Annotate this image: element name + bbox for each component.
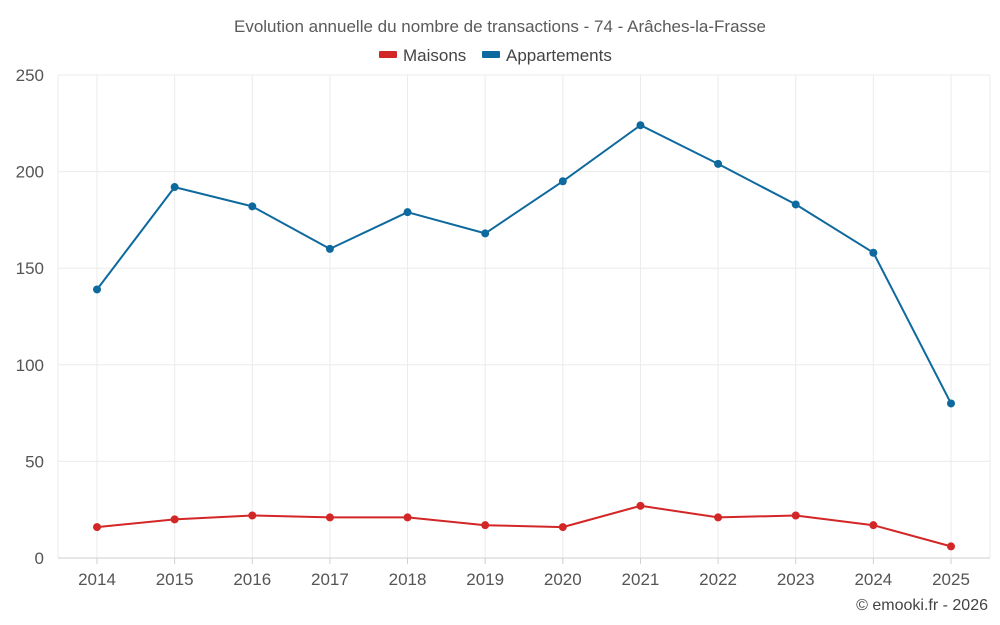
x-axis: 2014 2015 2016 2017 2018 2019 2020 2021 2022 2023… (78, 558, 970, 589)
x-tick-label: 2024 (854, 570, 892, 589)
series-line-maisons (96, 504, 952, 548)
data-point-maisons-2017[interactable]: Maisons 2017: 21 (325, 513, 334, 522)
data-point-appartements-2024[interactable]: Appartements 2024: 158 (869, 248, 878, 257)
data-point-appartements-2023[interactable]: Appartements 2023: 183 (791, 200, 800, 209)
data-point-maisons-2016[interactable]: Maisons 2016: 22 (248, 511, 257, 520)
x-tick-label: 2025 (932, 570, 970, 589)
legend-item-maisons[interactable]: Maisons (379, 46, 466, 65)
x-tick-label: 2023 (777, 570, 815, 589)
grid (57, 74, 991, 559)
y-tick-label: 0 (35, 549, 44, 568)
data-point-appartements-2018[interactable]: Appartements 2018: 179 (403, 208, 412, 217)
data-point-appartements-2015[interactable]: Appartements 2015: 192 (170, 183, 179, 192)
x-tick-label: 2020 (544, 570, 582, 589)
data-point-maisons-2024[interactable]: Maisons 2024: 17 (869, 521, 878, 530)
y-tick-label: 150 (16, 259, 44, 278)
x-tick-label: 2015 (156, 570, 194, 589)
legend-item-appartements[interactable]: Appartements (482, 46, 612, 65)
data-point-appartements-2014[interactable]: Appartements 2014: 139 (93, 285, 101, 294)
data-point-maisons-2018[interactable]: Maisons 2018: 21 (403, 513, 412, 522)
data-point-maisons-2025[interactable]: Maisons 2025: 6 (947, 542, 955, 551)
series-maisons: Maisons 2014: 16 Maisons 2015: 20 Maisons … (93, 501, 955, 551)
x-tick-label: 2017 (311, 570, 349, 589)
data-point-maisons-2019[interactable]: Maisons 2019: 17 (481, 521, 490, 530)
x-tick-label: 2018 (389, 570, 427, 589)
data-point-maisons-2023[interactable]: Maisons 2023: 22 (791, 511, 800, 520)
data-point-maisons-2021[interactable]: Maisons 2021: 27 (636, 501, 645, 510)
x-tick-label: 2019 (466, 570, 504, 589)
x-tick-label: 2021 (622, 570, 660, 589)
data-point-maisons-2014[interactable]: Maisons 2014: 16 (93, 523, 101, 532)
y-tick-label: 50 (25, 452, 44, 471)
y-tick-label: 200 (16, 163, 44, 182)
data-point-maisons-2022[interactable]: Maisons 2022: 21 (714, 513, 723, 522)
data-point-maisons-2015[interactable]: Maisons 2015: 20 (170, 515, 179, 524)
plot-area: Maisons 2014: 16 Maisons 2015: 20 Maisons … (93, 121, 955, 551)
data-point-appartements-2017[interactable]: Appartements 2017: 160 (325, 244, 334, 253)
credit-text: © emooki.fr - 2026 (856, 597, 988, 614)
data-point-appartements-2020[interactable]: Appartements 2020: 195 (558, 177, 567, 186)
y-tick-label: 100 (16, 356, 44, 375)
series-line-appartements (96, 124, 952, 405)
data-point-appartements-2016[interactable]: Appartements 2016: 182 (248, 202, 257, 211)
legend-swatch-appartements (482, 51, 500, 58)
data-point-appartements-2025[interactable]: Appartements 2025: 80 (947, 399, 955, 408)
data-point-appartements-2022[interactable]: Appartements 2022: 204 (714, 159, 723, 168)
x-tick-label: 2022 (699, 570, 737, 589)
data-point-appartements-2019[interactable]: Appartements 2019: 168 (481, 229, 490, 238)
y-tick-label: 250 (16, 66, 44, 85)
y-axis: 0 50 100 150 200 250 (16, 66, 44, 568)
legend-label-appartements: Appartements (506, 46, 612, 65)
chart-title: Evolution annuelle du nombre de transact… (234, 17, 766, 36)
x-tick-label: 2014 (78, 570, 116, 589)
series-appartements: Appartements 2014: 139 Appartements 2015:… (93, 121, 955, 408)
legend: Maisons Appartements (379, 46, 612, 65)
x-tick-label: 2016 (233, 570, 271, 589)
data-point-maisons-2020[interactable]: Maisons 2020: 16 (558, 523, 567, 532)
legend-swatch-maisons (379, 51, 397, 58)
data-point-appartements-2021[interactable]: Appartements 2021: 224 (636, 121, 645, 130)
legend-label-maisons: Maisons (403, 46, 466, 65)
